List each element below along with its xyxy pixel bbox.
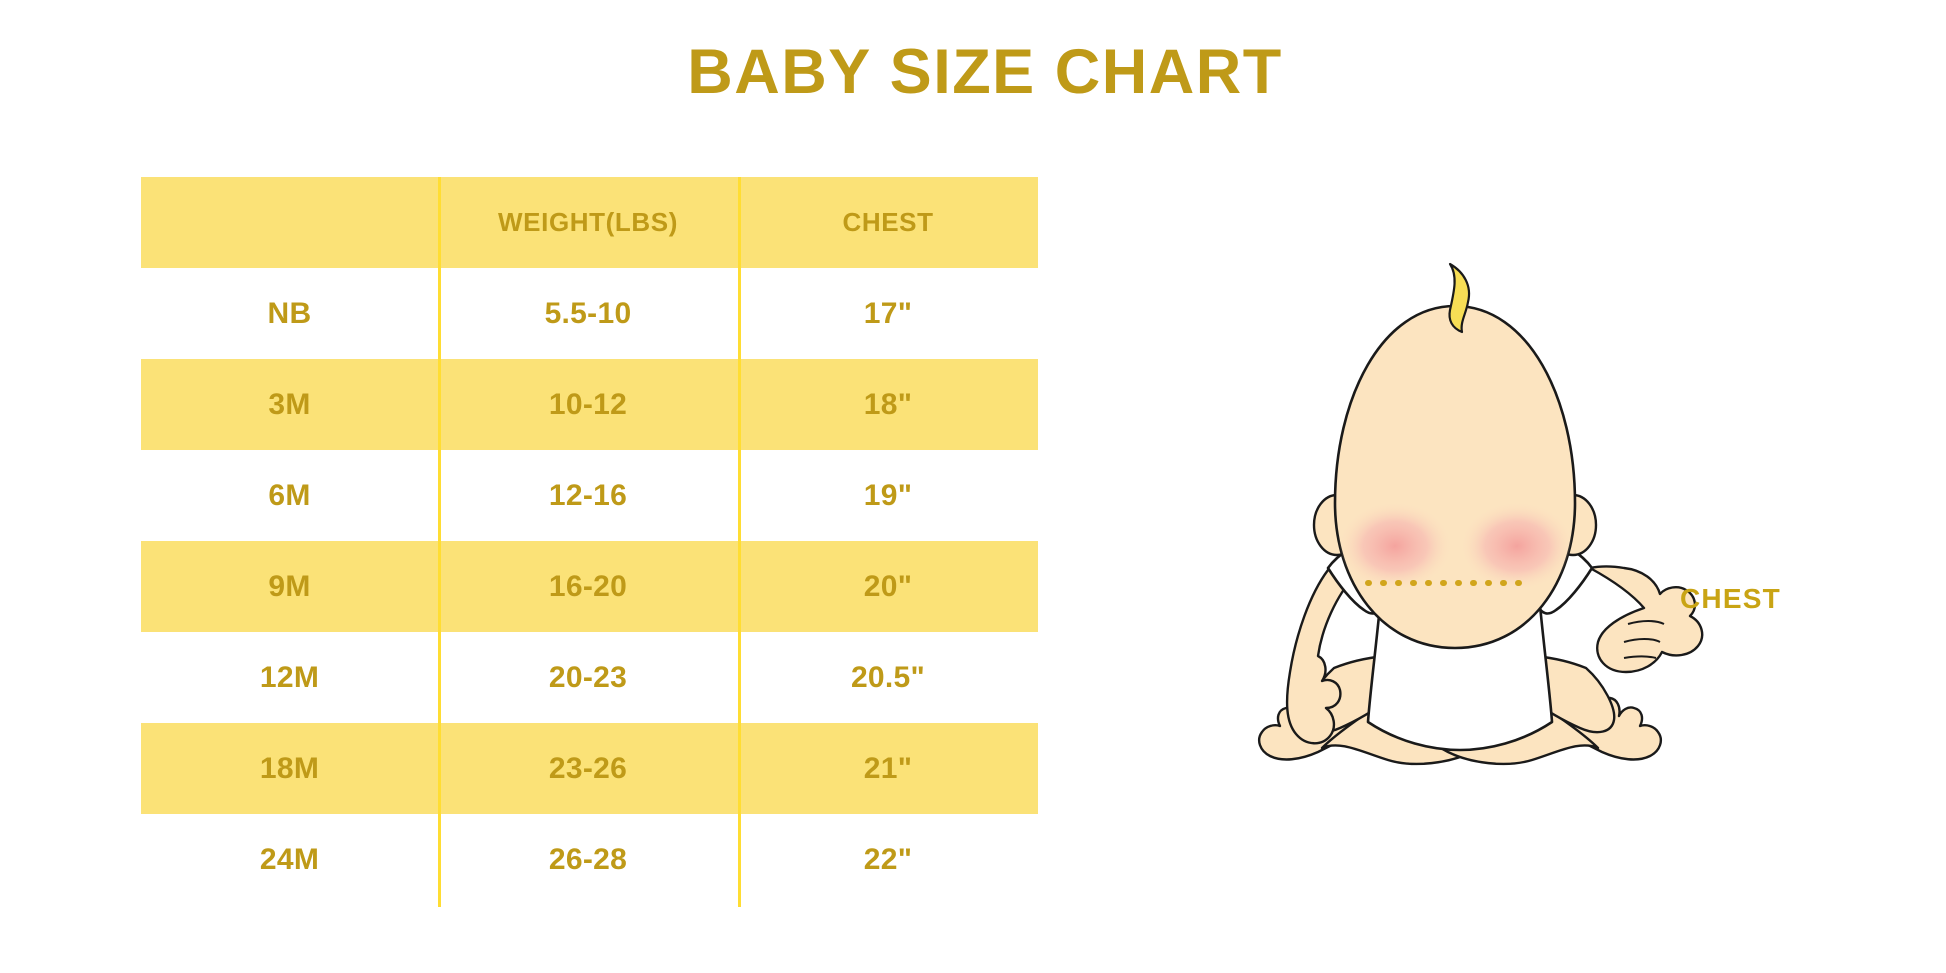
cell-size: 3M — [268, 387, 311, 421]
cell-size: 9M — [268, 569, 311, 603]
table-row: 12M 20-23 20.5" — [141, 632, 1038, 723]
cell-weight: 26-28 — [548, 842, 628, 876]
table-row: 3M 10-12 18" — [141, 359, 1038, 450]
cell-chest: 21" — [863, 751, 913, 785]
cell-chest: 22" — [863, 842, 913, 876]
table-row: 24M 26-28 22" — [141, 814, 1038, 905]
table-row: NB 5.5-10 17" — [141, 268, 1038, 359]
cell-size: 12M — [259, 660, 320, 694]
cell-size: 6M — [268, 478, 311, 512]
cell-weight: 12-16 — [548, 478, 628, 512]
cell-chest: 20" — [863, 569, 913, 603]
baby-illustration — [1150, 228, 1770, 810]
cell-size: NB — [267, 296, 312, 330]
column-header-chest: CHEST — [842, 207, 934, 237]
table-row: 6M 12-16 19" — [141, 450, 1038, 541]
cell-weight: 20-23 — [548, 660, 628, 694]
baby-head — [1333, 304, 1577, 650]
column-header-weight: WEIGHT(LBS) — [498, 207, 678, 237]
cell-chest: 20.5" — [850, 660, 926, 694]
cell-weight: 23-26 — [548, 751, 628, 785]
column-header-size — [141, 177, 438, 268]
cell-weight: 5.5-10 — [544, 296, 632, 330]
baby-left-arm — [1285, 568, 1358, 745]
cell-weight: 10-12 — [548, 387, 628, 421]
table-row: 9M 16-20 20" — [141, 541, 1038, 632]
chest-measure-label: CHEST — [1680, 583, 1781, 614]
cell-size: 24M — [259, 842, 320, 876]
baby-figure-icon — [1258, 262, 1704, 766]
baby-hair-curl — [1448, 262, 1471, 334]
size-table: WEIGHT(LBS) CHEST NB 5.5-10 17" 3M 10-12… — [141, 177, 1038, 905]
baby-cheeks — [1337, 501, 1575, 591]
size-table-container: WEIGHT(LBS) CHEST NB 5.5-10 17" 3M 10-12… — [141, 177, 1038, 907]
page-title: BABY SIZE CHART — [687, 37, 1283, 107]
cell-chest: 17" — [863, 296, 913, 330]
table-body: NB 5.5-10 17" 3M 10-12 18" 6M 12-16 19" … — [141, 268, 1038, 905]
baby-right-arm — [1588, 565, 1704, 674]
table-head: WEIGHT(LBS) CHEST — [141, 177, 1038, 268]
cell-chest: 18" — [863, 387, 913, 421]
cell-chest: 19" — [863, 478, 913, 512]
cell-size: 18M — [259, 751, 320, 785]
cell-weight: 16-20 — [548, 569, 628, 603]
table-row: 18M 23-26 21" — [141, 723, 1038, 814]
table-header-row: WEIGHT(LBS) CHEST — [141, 177, 1038, 268]
